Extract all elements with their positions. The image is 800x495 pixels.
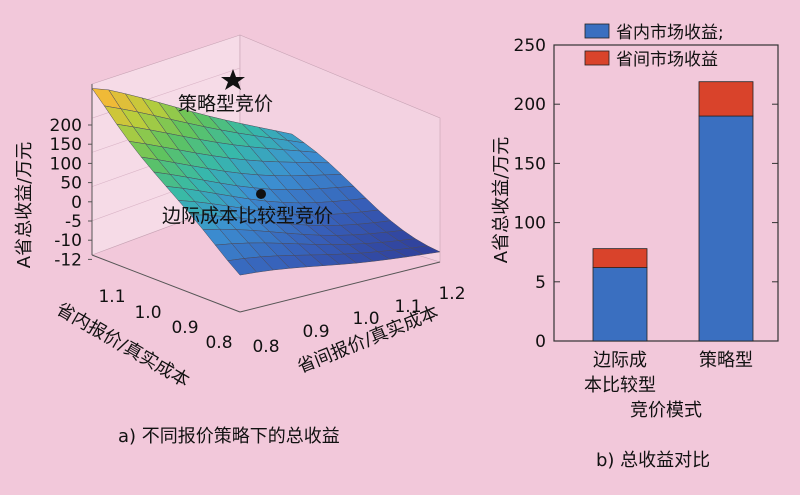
z-tick-label: 50 [60,174,82,194]
bar-segment-intra [592,267,648,342]
bar-y-tick-label: 0 [535,332,546,352]
category-2-line1: 策略型 [699,350,753,371]
bar-y-tick-label: 200 [514,95,546,115]
bar-caption: b) 总收益对比 [596,450,710,471]
y-tick-label: 1.2 [438,284,465,304]
x-tick-label: 1.1 [98,287,125,307]
marginal-cost-bidding-label: 边际成本比较型竞价 [162,205,333,227]
legend-swatch-inter [584,50,610,66]
plot-frame [553,44,779,342]
category-1-line1: 边际成 [593,350,647,371]
legend-label-inter: 省间市场收益 [616,50,718,70]
x-axis-ticks: 1.1 1.0 0.9 0.8 [98,287,232,353]
bar-y-axis-ticks: 0 5 100 150 200 250 [514,36,778,352]
z-tick-label: -5 [65,212,82,232]
surface-caption: a) 不同报价策略下的总收益 [118,426,340,447]
bar-x-axis-label: 竞价模式 [630,400,702,421]
y-tick-label: 1.1 [394,297,421,317]
bar-segment-inter [698,81,754,117]
bar-segment-intra [698,115,754,342]
category-1-line2: 本比较型 [584,375,656,396]
z-tick-label: 150 [50,135,82,155]
legend-label-intra: 省内市场收益; [616,23,724,43]
floor-edge-x [91,254,241,313]
marginal-cost-dot-marker [256,189,266,199]
bar-y-tick-label: 150 [514,154,546,174]
z-tick-label: 100 [50,154,82,174]
z-axis-label: A省总收益/万元 [14,142,35,268]
legend-swatch-intra [584,23,610,39]
z-tick-label: -10 [54,231,82,251]
y-tick-label: 0.9 [302,322,329,342]
x-tick-label: 1.0 [134,303,161,323]
y-tick-label: 0.8 [252,337,279,357]
bars [592,81,754,342]
bar-chart: 0 5 100 150 200 250 A省总收益/万元 边际成 本比较型 策略型 竞价模… [491,23,779,471]
x-axis-label: 省内报价/真实成本 [53,299,193,392]
z-tick-label: 200 [50,116,82,136]
surface-patch [410,245,441,255]
surface-mesh [91,88,441,276]
x-tick-label: 0.8 [205,333,232,353]
floor-edge-y [239,261,441,313]
bar-y-tick-label: 250 [514,36,546,56]
bar-y-tick-label: 100 [514,214,546,234]
strategic-bidding-label: 策略型竞价 [178,93,273,115]
bar-y-axis-label: A省总收益/万元 [491,137,512,263]
bar-y-tick-label: 5 [535,273,546,293]
y-tick-label: 1.0 [352,309,379,329]
x-tick-label: 0.9 [171,318,198,338]
z-tick-label: 0 [71,193,82,213]
strategic-star-marker [221,69,245,90]
bar-segment-inter [592,248,648,268]
z-tick-label: -12 [54,250,82,270]
y-axis-ticks: 0.8 0.9 1.0 1.1 1.2 [252,284,465,357]
